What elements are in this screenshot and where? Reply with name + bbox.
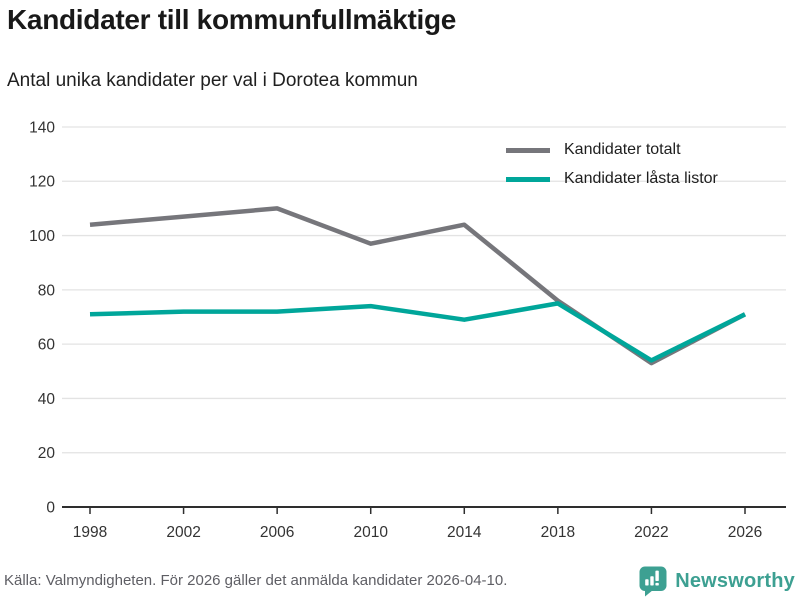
x-tick-label: 1998 <box>73 524 107 541</box>
legend-swatch-totalt <box>506 147 550 153</box>
legend-item-totalt: Kandidater totalt <box>506 139 718 161</box>
x-tick-label: 2006 <box>260 524 294 541</box>
legend-swatch-lasta-listor <box>506 176 550 182</box>
line-chart-svg: 0 20 40 60 80 100 120 140 1998 2002 2006 2010 2014 20… <box>29 119 786 541</box>
brand-name: Newsworthy <box>675 570 795 592</box>
x-tick-label: 2022 <box>634 524 668 541</box>
legend-item-lasta-listor: Kandidater låsta listor <box>506 168 718 190</box>
y-tick-label: 140 <box>29 119 55 136</box>
series-line-1 <box>89 301 746 363</box>
x-tick-label: 2026 <box>728 524 762 541</box>
chart-subtitle: Antal unika kandidater per val i Dorotea… <box>7 70 418 91</box>
y-tick-label: 60 <box>38 337 56 354</box>
x-tick-label: 2014 <box>447 524 482 541</box>
chart-footer: Källa: Valmyndigheten. För 2026 gäller d… <box>0 563 800 600</box>
line-chart: 0 20 40 60 80 100 120 140 1998 2002 2006 2010 2014 20… <box>0 110 800 560</box>
y-tick-label: 80 <box>38 282 56 299</box>
series-line-0 <box>89 206 747 366</box>
source-note: Källa: Valmyndigheten. För 2026 gäller d… <box>4 572 508 589</box>
bar-chart-speech-bubble-icon <box>639 566 667 597</box>
chart-title: Kandidater till kommunfullmäktige <box>7 4 457 35</box>
y-tick-label: 120 <box>29 174 55 191</box>
y-tick-label: 40 <box>38 391 56 408</box>
legend-label-totalt: Kandidater totalt <box>564 141 681 158</box>
newsworthy-logo[interactable]: Newsworthy <box>639 563 795 600</box>
legend-label-lasta-listor: Kandidater låsta listor <box>564 170 718 187</box>
x-tick-label: 2018 <box>541 524 575 541</box>
chart-legend: Kandidater totalt Kandidater låsta listo… <box>506 139 718 190</box>
x-tick-label: 2010 <box>353 524 388 541</box>
y-tick-label: 0 <box>46 499 55 516</box>
x-tick-label: 2002 <box>166 524 200 541</box>
y-tick-label: 100 <box>29 228 55 245</box>
y-tick-label: 20 <box>38 445 56 462</box>
